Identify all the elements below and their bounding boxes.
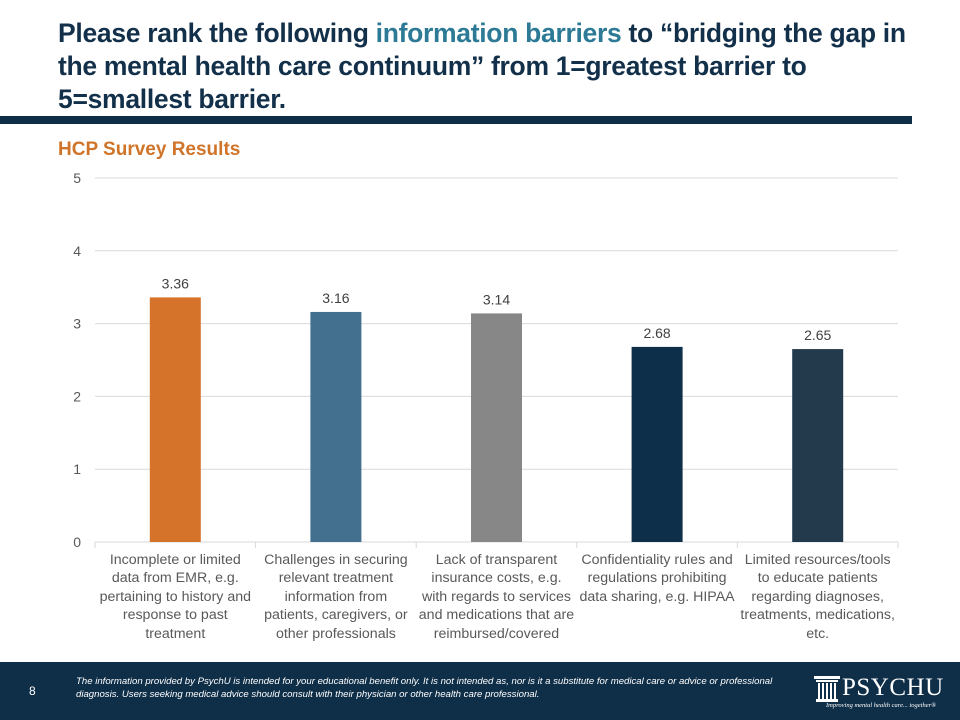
title-divider [0,116,912,124]
title-text-start: Please rank the following [58,18,376,48]
data-label: 3.16 [322,290,349,306]
data-label: 2.68 [643,325,670,341]
y-tick-label: 4 [73,243,81,259]
bar [310,311,362,542]
title-highlight: information barriers [375,18,622,48]
x-tick-label: Lack of transparent insurance costs, e.g… [418,552,575,642]
bar [149,297,201,542]
disclaimer-text: The information provided by PsychU is in… [76,676,773,700]
x-tick-label: Incomplete or limited data from EMR, e.g… [99,552,252,642]
column-pillar-icon [814,676,840,702]
y-tick-label: 5 [73,170,81,186]
slide-title: Please rank the following information ba… [58,17,928,116]
logo-tagline: Improving mental health care... together… [826,702,937,709]
footer: 8 The information provided by PsychU is … [0,662,960,720]
psychu-logo: PSYCHU Improving mental health care... t… [814,672,954,712]
data-label: 2.65 [804,327,831,343]
bar [471,313,522,542]
x-tick-label: Limited resources/tools to educate patie… [740,552,895,642]
x-tick-label: Challenges in securing relevant treatmen… [264,552,408,642]
data-label: 3.36 [162,275,189,291]
logo-wordmark: PSYCHU [842,674,944,701]
data-label: 3.14 [483,291,510,307]
y-tick-label: 3 [73,316,81,332]
bar [631,346,683,542]
title-text-end: to “bridging the gap in the mental healt… [58,18,906,114]
page-number: 8 [29,684,36,698]
y-tick-label: 0 [73,534,81,550]
y-tick-label: 2 [73,388,81,404]
x-tick-label: Confidentiality rules and regulations pr… [579,552,735,605]
chart-subtitle: HCP Survey Results [58,139,241,160]
y-tick-label: 1 [73,461,81,477]
bar [792,349,844,542]
